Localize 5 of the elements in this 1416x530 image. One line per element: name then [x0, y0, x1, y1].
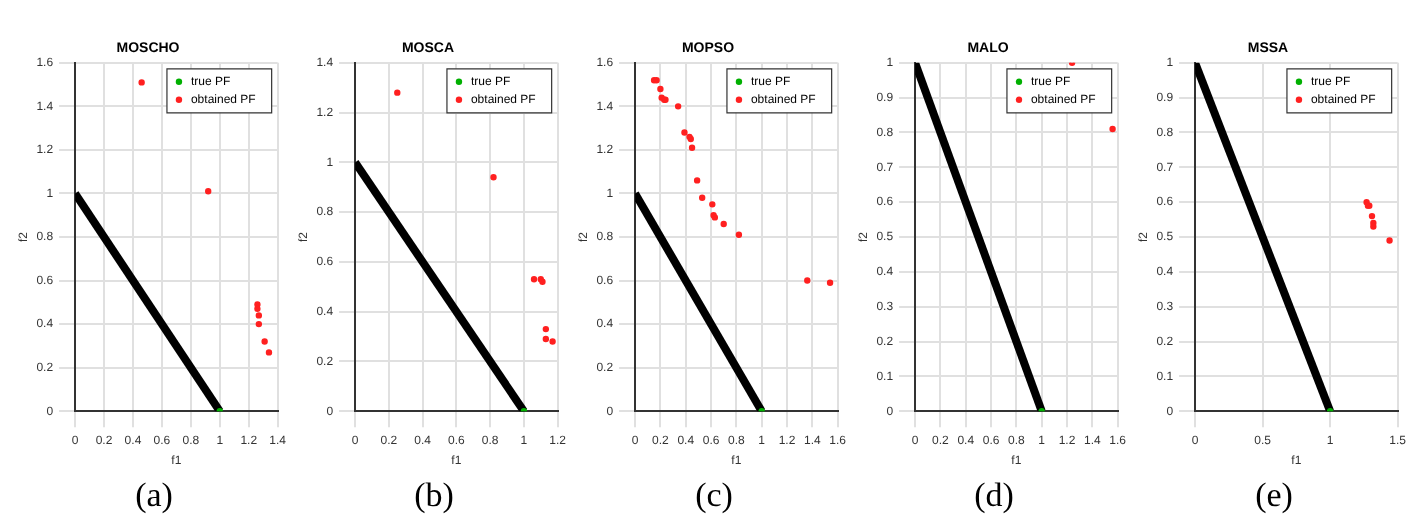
text: (b): [414, 476, 454, 516]
text: (a): [135, 476, 173, 516]
text: (d): [974, 476, 1014, 516]
text: (c): [695, 476, 733, 516]
text: (e): [1255, 476, 1293, 516]
